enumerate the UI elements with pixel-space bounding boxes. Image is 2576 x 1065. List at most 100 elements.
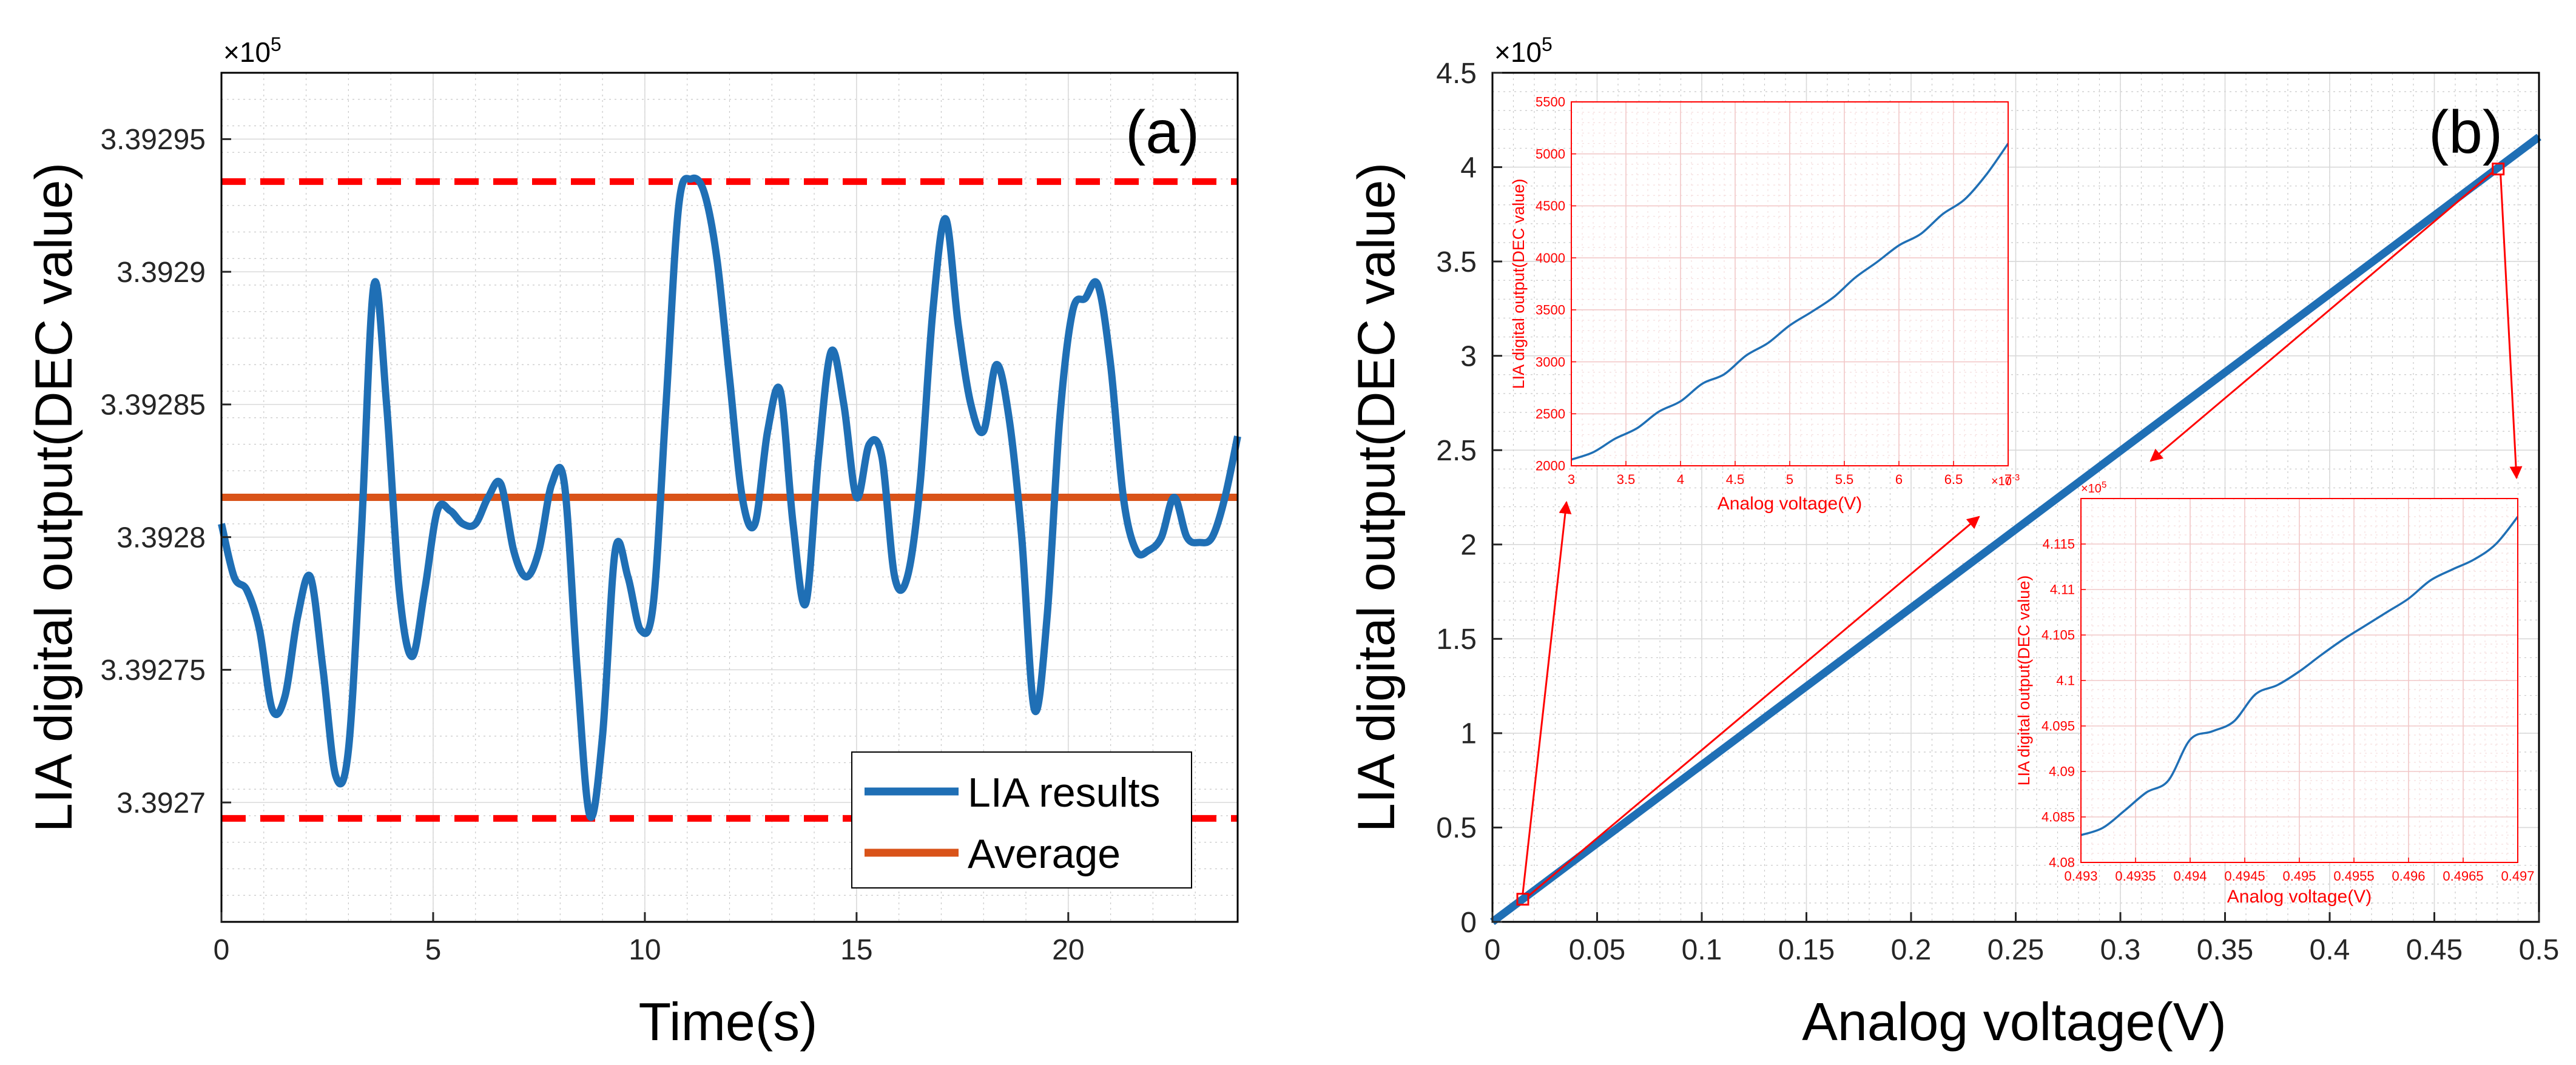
y-tick-label: 3.39275 bbox=[100, 654, 206, 687]
y-tick-label: 5000 bbox=[1536, 146, 1565, 161]
panel-label: (b) bbox=[2429, 98, 2503, 166]
inset-low-range: 3 3.5 4 4.5 5 5.5 6 6.5 7 2000 2500 3000 3500 4000 45… bbox=[1509, 95, 2020, 514]
x-tick-label: 0.493 bbox=[2064, 868, 2097, 884]
x-tick-label: 0.1 bbox=[1682, 934, 1722, 966]
y-tick-label: 4.08 bbox=[2049, 855, 2075, 870]
inset-y-axis-label: LIA digital output(DEC value) bbox=[2015, 576, 2033, 786]
y-tick-label: 4.5 bbox=[1436, 58, 1477, 90]
x-tick-label: 0.494 bbox=[2173, 868, 2207, 884]
x-ticks: 0 5 10 15 20 bbox=[214, 912, 1085, 966]
y-tick-label: 3.5 bbox=[1436, 246, 1477, 278]
zoom-arrow bbox=[2500, 175, 2523, 480]
y-tick-label: 2000 bbox=[1536, 459, 1565, 474]
series-group bbox=[218, 174, 1241, 821]
x-tick-label: 4 bbox=[1677, 472, 1684, 487]
x-tick-label: 7 bbox=[2004, 472, 2012, 487]
y-tick-label: 3.3928 bbox=[116, 522, 206, 554]
x-tick-label: 5.5 bbox=[1835, 472, 1854, 487]
y-tick-label: 4.11 bbox=[2050, 582, 2075, 597]
inset-exponent-label: ×10-3 bbox=[1991, 472, 2020, 488]
y-tick-label: 4 bbox=[1460, 152, 1477, 184]
zoom-arrow bbox=[1528, 516, 1980, 896]
zoom-arrow bbox=[1522, 500, 1572, 893]
y-tick-label: 4000 bbox=[1536, 250, 1565, 266]
y-tick-label: 2 bbox=[1460, 529, 1477, 562]
x-tick-label: 0.5 bbox=[2519, 934, 2560, 966]
x-tick-label: 0.4 bbox=[2310, 934, 2350, 966]
x-tick-label: 0.35 bbox=[2197, 934, 2253, 966]
inset-line bbox=[1571, 143, 2009, 461]
y-tick-label: 4.095 bbox=[2042, 719, 2075, 734]
x-tick-label: 0.495 bbox=[2282, 868, 2316, 884]
plot-area-frame bbox=[220, 72, 1239, 923]
inset-y-ticks: 2000 2500 3000 3500 4000 4500 5000 5500 bbox=[1536, 95, 1576, 474]
inset-x-ticks: 3 3.5 4 4.5 5 5.5 6 6.5 7 bbox=[1568, 461, 2012, 487]
inset-series bbox=[2080, 516, 2519, 836]
zoom-mark bbox=[2492, 163, 2505, 176]
x-tick-label: 0.2 bbox=[1891, 934, 1932, 966]
y-tick-label: 2500 bbox=[1536, 406, 1565, 422]
y-tick-label: 4.1 bbox=[2056, 673, 2075, 688]
y-tick-label: 3.39295 bbox=[100, 124, 206, 156]
x-axis-label: Time(s) bbox=[639, 992, 818, 1052]
inset-x-axis-label: Analog voltage(V) bbox=[2227, 887, 2372, 907]
y-tick-label: 3500 bbox=[1536, 303, 1565, 318]
x-tick-label: 0.4965 bbox=[2443, 868, 2483, 884]
y-tick-label: 4.105 bbox=[2042, 628, 2075, 643]
x-tick-label: 0.4955 bbox=[2333, 868, 2374, 884]
zoom-arrows bbox=[1522, 172, 2523, 896]
x-tick-label: 3 bbox=[1568, 472, 1575, 487]
inset-exponent-label: ×105 bbox=[2081, 480, 2106, 496]
y-ticks: 3.3927 3.39275 3.3928 3.39285 3.3929 3.39295 bbox=[100, 124, 231, 819]
inset-series bbox=[1571, 143, 2009, 461]
y-tick-label: 0 bbox=[1460, 907, 1477, 939]
x-tick-label: 0.4935 bbox=[2115, 868, 2156, 884]
exponent-label: ×105 bbox=[223, 33, 282, 68]
inset-grid bbox=[2080, 498, 2518, 863]
x-tick-label: 0.15 bbox=[1778, 934, 1835, 966]
inset-x-ticks: 0.493 0.4935 0.494 0.4945 0.495 0.4955 0.496 0.… bbox=[2064, 858, 2535, 884]
legend-box bbox=[851, 751, 1192, 889]
x-tick-label: 5 bbox=[1786, 472, 1793, 487]
x-tick-label: 0 bbox=[1485, 934, 1501, 966]
x-tick-label: 0.496 bbox=[2392, 868, 2425, 884]
lia-results-line bbox=[218, 174, 1241, 821]
x-tick-label: 4.5 bbox=[1726, 472, 1745, 487]
inset-line bbox=[2080, 516, 2519, 836]
panel-a: 0 5 10 15 20 3.39273.392753.39283.392853.392… bbox=[25, 33, 1241, 1052]
x-tick-label: 0.45 bbox=[2406, 934, 2463, 966]
y-tick-label: 4500 bbox=[1536, 198, 1565, 213]
y-tick-label: 5500 bbox=[1536, 95, 1565, 110]
legend-label-lia: LIA results bbox=[968, 770, 1161, 816]
x-axis-label: Analog voltage(V) bbox=[1802, 992, 2227, 1052]
x-tick-label: 0.25 bbox=[1988, 934, 2044, 966]
x-tick-label: 0.497 bbox=[2501, 868, 2534, 884]
y-axis-label: LIA digital output(DEC value) bbox=[1347, 163, 1406, 832]
y-tick-label: 4.085 bbox=[2042, 810, 2075, 825]
zoom-mark bbox=[1516, 893, 1529, 906]
y-tick-label: 2.5 bbox=[1436, 435, 1477, 467]
exponent-label: ×105 bbox=[1494, 33, 1553, 68]
legend: LIA results Average bbox=[851, 751, 1192, 889]
x-tick-label: 0.4945 bbox=[2224, 868, 2265, 884]
reference-lines bbox=[221, 178, 1238, 822]
y-tick-label: 1 bbox=[1460, 718, 1477, 750]
y-tick-label: 4.09 bbox=[2049, 764, 2075, 779]
x-tick-label: 6.5 bbox=[1944, 472, 1963, 487]
inset-high-range: 0.493 0.4935 0.494 0.4945 0.495 0.4955 0.496 0.… bbox=[2015, 480, 2535, 907]
x-tick-label: 0.05 bbox=[1569, 934, 1625, 966]
x-tick-label: 15 bbox=[840, 934, 872, 966]
y-tick-label: 3.3929 bbox=[116, 257, 206, 289]
inset-x-axis-label: Analog voltage(V) bbox=[1718, 494, 1862, 514]
y-tick-label: 4.115 bbox=[2043, 537, 2075, 552]
y-ticks: 0 0.5 1 1.5 2 2.5 3 3.5 4 4.5 bbox=[1436, 58, 1502, 939]
series-group bbox=[1490, 133, 2541, 926]
panel-b: 0 0.05 0.1 0.15 0.2 0.25 0.3 0.35 0.4 0.45 0.5 0 0.… bbox=[1347, 33, 2559, 1052]
x-tick-label: 0.3 bbox=[2100, 934, 2141, 966]
y-tick-label: 1.5 bbox=[1436, 623, 1477, 656]
legend-label-average: Average bbox=[968, 831, 1121, 877]
inset-y-axis-label: LIA digital output(DEC value) bbox=[1509, 179, 1528, 389]
panel-label: (a) bbox=[1125, 98, 1199, 166]
inset-y-ticks: 4.08 4.085 4.09 4.095 4.1 4.105 4.11 4.115 bbox=[2042, 537, 2086, 870]
